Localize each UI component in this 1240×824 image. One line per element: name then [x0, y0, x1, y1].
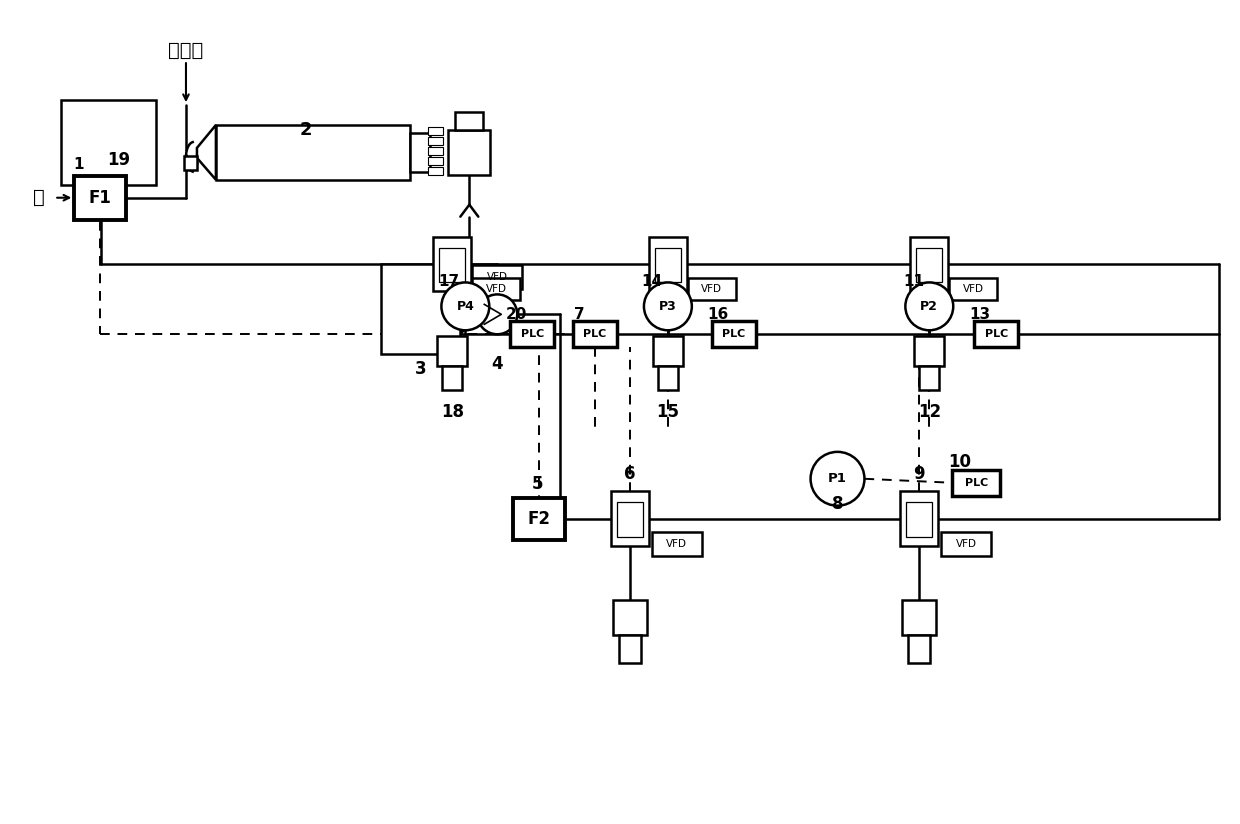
Text: PLC: PLC: [584, 330, 606, 339]
Text: F2: F2: [528, 509, 551, 527]
Text: 4: 4: [491, 355, 503, 373]
Text: 12: 12: [918, 403, 941, 421]
Bar: [975, 321, 1018, 347]
Polygon shape: [197, 125, 216, 180]
Text: VFD: VFD: [702, 284, 722, 294]
Bar: [688, 279, 735, 301]
Bar: [429, 147, 444, 155]
Bar: [952, 470, 1001, 496]
Text: PLC: PLC: [965, 478, 988, 488]
Text: 3: 3: [414, 360, 427, 378]
Text: VFD: VFD: [962, 284, 983, 294]
Text: 14: 14: [641, 274, 662, 289]
Text: PLC: PLC: [521, 330, 544, 339]
Text: 7: 7: [574, 307, 584, 322]
Text: 水: 水: [33, 188, 45, 207]
Bar: [941, 531, 991, 555]
Bar: [381, 265, 460, 354]
Text: PLC: PLC: [722, 330, 745, 339]
Text: VFD: VFD: [486, 284, 507, 294]
Bar: [429, 166, 444, 175]
Text: 19: 19: [108, 151, 130, 169]
Bar: [438, 336, 467, 366]
Bar: [61, 100, 156, 185]
Bar: [914, 336, 945, 366]
Bar: [903, 601, 936, 635]
Bar: [74, 176, 126, 220]
Text: 11: 11: [903, 274, 924, 289]
Bar: [429, 127, 444, 135]
Bar: [712, 321, 755, 347]
Circle shape: [477, 294, 517, 335]
Text: 13: 13: [970, 307, 991, 322]
Text: VFD: VFD: [956, 539, 977, 549]
Text: 6: 6: [624, 465, 636, 483]
Text: PLC: PLC: [985, 330, 1008, 339]
Bar: [613, 601, 647, 635]
Bar: [906, 502, 932, 536]
Bar: [649, 236, 687, 292]
Bar: [429, 137, 444, 145]
Bar: [919, 366, 939, 390]
Text: 2: 2: [299, 121, 312, 139]
Bar: [472, 265, 522, 289]
Bar: [439, 247, 465, 283]
Circle shape: [811, 452, 864, 506]
Text: 17: 17: [438, 274, 459, 289]
Text: 20: 20: [506, 307, 527, 322]
Bar: [658, 366, 678, 390]
Text: P1: P1: [828, 472, 847, 485]
Text: 9: 9: [914, 465, 925, 483]
Bar: [443, 366, 463, 390]
Bar: [900, 491, 939, 545]
Bar: [472, 279, 521, 301]
Text: 18: 18: [441, 403, 464, 421]
Text: VFD: VFD: [666, 539, 687, 549]
Bar: [429, 157, 444, 165]
Text: F1: F1: [89, 189, 112, 207]
Text: P4: P4: [456, 300, 474, 313]
Bar: [184, 156, 197, 170]
Text: 干矿粉: 干矿粉: [169, 40, 203, 59]
Circle shape: [905, 283, 954, 330]
Text: VFD: VFD: [487, 273, 507, 283]
Bar: [619, 635, 641, 663]
Bar: [910, 236, 949, 292]
Text: 5: 5: [532, 475, 543, 493]
Bar: [655, 247, 681, 283]
Bar: [513, 498, 565, 540]
Bar: [510, 321, 554, 347]
Text: 1: 1: [73, 157, 83, 172]
Bar: [611, 491, 649, 545]
Text: 15: 15: [656, 403, 680, 421]
Bar: [573, 321, 618, 347]
Circle shape: [441, 283, 490, 330]
Text: P2: P2: [920, 300, 939, 313]
Bar: [434, 236, 471, 292]
Bar: [909, 635, 930, 663]
Bar: [216, 125, 410, 180]
Bar: [455, 112, 484, 130]
Circle shape: [644, 283, 692, 330]
Text: 16: 16: [707, 307, 728, 322]
Text: P3: P3: [658, 300, 677, 313]
Bar: [410, 133, 430, 172]
Text: 10: 10: [947, 453, 971, 471]
Bar: [618, 502, 644, 536]
Text: 8: 8: [832, 494, 843, 513]
Bar: [950, 279, 997, 301]
Bar: [652, 531, 702, 555]
Bar: [653, 336, 683, 366]
Bar: [916, 247, 942, 283]
Bar: [449, 130, 490, 175]
